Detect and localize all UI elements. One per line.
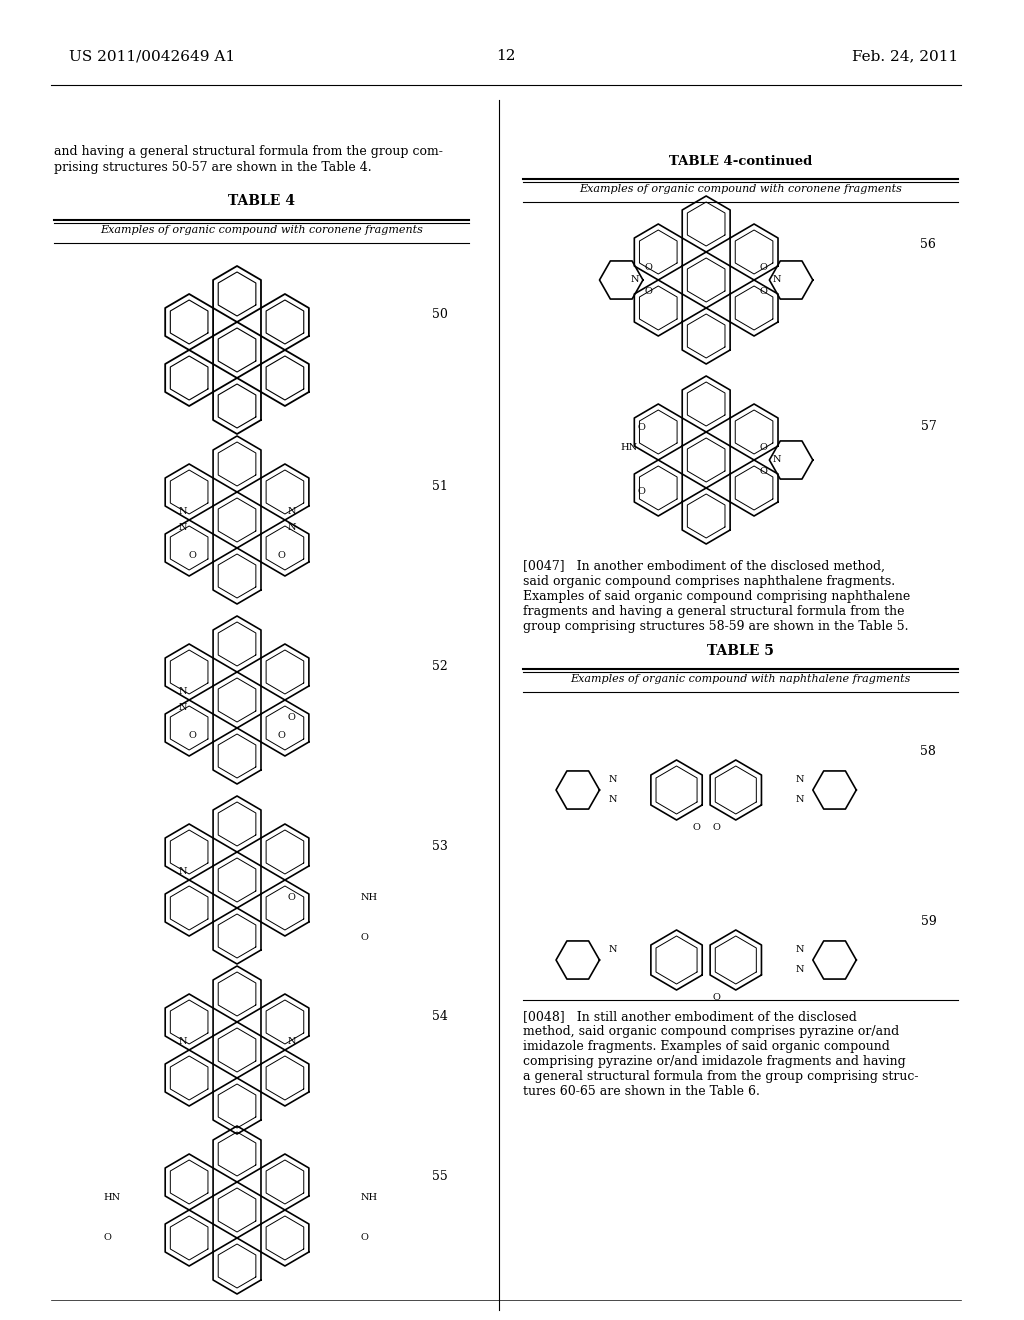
Text: O: O (760, 264, 767, 272)
Text: O: O (637, 487, 645, 496)
Text: Examples of organic compound with coronene fragments: Examples of organic compound with corone… (580, 183, 902, 194)
Text: Examples of organic compound with naphthalene fragments: Examples of organic compound with naphth… (570, 675, 911, 684)
Text: US 2011/0042649 A1: US 2011/0042649 A1 (70, 49, 236, 63)
Text: method, said organic compound comprises pyrazine or/and: method, said organic compound comprises … (523, 1026, 900, 1038)
Text: NH: NH (360, 894, 378, 902)
Text: N: N (608, 945, 616, 954)
Text: NH: NH (360, 1193, 378, 1203)
Text: imidazole fragments. Examples of said organic compound: imidazole fragments. Examples of said or… (523, 1040, 890, 1053)
Text: N: N (178, 704, 187, 713)
Text: said organic compound comprises naphthalene fragments.: said organic compound comprises naphthal… (523, 576, 896, 587)
Text: O: O (278, 550, 286, 560)
Text: comprising pyrazine or/and imidazole fragments and having: comprising pyrazine or/and imidazole fra… (523, 1055, 906, 1068)
Text: 59: 59 (921, 915, 936, 928)
Text: N: N (796, 945, 804, 954)
Text: N: N (178, 1038, 187, 1047)
Text: O: O (760, 444, 767, 453)
Text: N: N (178, 867, 187, 876)
Text: N: N (608, 796, 616, 804)
Text: N: N (178, 524, 187, 532)
Text: 54: 54 (431, 1010, 447, 1023)
Text: N: N (796, 776, 804, 784)
Text: N: N (796, 796, 804, 804)
Text: O: O (288, 894, 295, 903)
Text: O: O (712, 822, 720, 832)
Text: N: N (178, 688, 187, 697)
Text: 56: 56 (921, 238, 936, 251)
Text: O: O (760, 288, 767, 297)
Text: tures 60-65 are shown in the Table 6.: tures 60-65 are shown in the Table 6. (523, 1085, 761, 1098)
Text: N: N (287, 507, 296, 516)
Text: N: N (796, 965, 804, 974)
Text: O: O (188, 730, 197, 739)
Text: O: O (360, 1233, 369, 1242)
Text: N: N (287, 1038, 296, 1047)
Text: O: O (288, 714, 295, 722)
Text: TABLE 4-continued: TABLE 4-continued (669, 154, 812, 168)
Text: 51: 51 (431, 480, 447, 492)
Text: TABLE 4: TABLE 4 (228, 194, 295, 209)
Text: 55: 55 (432, 1170, 447, 1183)
Text: N: N (773, 455, 781, 465)
Text: TABLE 5: TABLE 5 (708, 644, 774, 657)
Text: O: O (645, 264, 653, 272)
Text: O: O (360, 933, 369, 942)
Text: Examples of said organic compound comprising naphthalene: Examples of said organic compound compri… (523, 590, 910, 603)
Text: N: N (631, 276, 639, 285)
Text: N: N (287, 524, 296, 532)
Text: fragments and having a general structural formula from the: fragments and having a general structura… (523, 605, 905, 618)
Text: a general structural formula from the group comprising struc-: a general structural formula from the gr… (523, 1071, 919, 1082)
Text: prising structures 50-57 are shown in the Table 4.: prising structures 50-57 are shown in th… (54, 161, 372, 174)
Text: O: O (637, 424, 645, 433)
Text: N: N (178, 507, 187, 516)
Text: O: O (760, 467, 767, 477)
Text: O: O (278, 730, 286, 739)
Text: O: O (712, 993, 720, 1002)
Text: 58: 58 (921, 744, 936, 758)
Text: group comprising structures 58-59 are shown in the Table 5.: group comprising structures 58-59 are sh… (523, 620, 909, 634)
Text: 53: 53 (431, 840, 447, 853)
Text: 12: 12 (496, 49, 515, 63)
Text: [0047]   In another embodiment of the disclosed method,: [0047] In another embodiment of the disc… (523, 560, 886, 573)
Text: 50: 50 (431, 308, 447, 321)
Text: [0048]   In still another embodiment of the disclosed: [0048] In still another embodiment of th… (523, 1010, 857, 1023)
Text: 57: 57 (921, 420, 936, 433)
Text: Examples of organic compound with coronene fragments: Examples of organic compound with corone… (100, 224, 423, 235)
Text: N: N (773, 276, 781, 285)
Text: HN: HN (103, 1193, 121, 1203)
Text: and having a general structural formula from the group com-: and having a general structural formula … (54, 145, 443, 158)
Text: 52: 52 (432, 660, 447, 673)
Text: N: N (608, 776, 616, 784)
Text: O: O (692, 822, 700, 832)
Text: O: O (188, 550, 197, 560)
Text: O: O (103, 1233, 112, 1242)
Text: Feb. 24, 2011: Feb. 24, 2011 (852, 49, 958, 63)
Text: O: O (645, 288, 653, 297)
Text: HN: HN (621, 444, 638, 453)
